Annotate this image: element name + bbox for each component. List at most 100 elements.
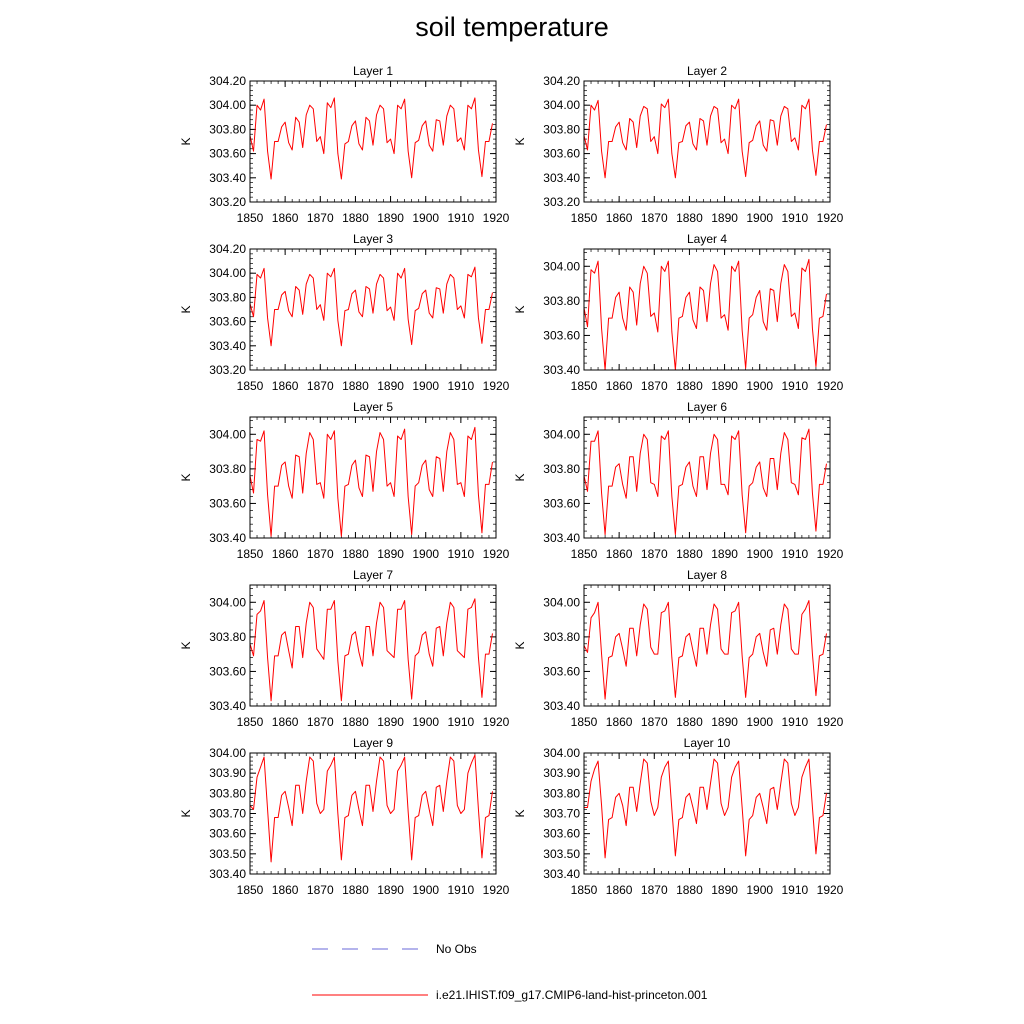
panel-1: 1850 1860 1870 1880 1890 1900 1910 1920 303.20 30… bbox=[179, 64, 510, 225]
y-tick-label: 303.80 bbox=[543, 786, 580, 800]
x-tick-label: 1890 bbox=[377, 883, 404, 897]
x-tick-label: 1910 bbox=[448, 211, 475, 225]
y-tick-label: 303.40 bbox=[209, 699, 246, 713]
y-tick-label: 303.40 bbox=[543, 363, 580, 377]
y-tick-label: 303.80 bbox=[543, 630, 580, 644]
y-tick-label: 303.80 bbox=[209, 462, 246, 476]
y-tick-label: 304.00 bbox=[209, 98, 246, 112]
y-axis-label: K bbox=[179, 641, 193, 649]
x-tick-label: 1850 bbox=[237, 883, 264, 897]
panel-title: Layer 5 bbox=[353, 400, 393, 414]
panel-3: 1850 1860 1870 1880 1890 1900 1910 1920 303.20 30… bbox=[179, 232, 510, 393]
panel-title: Layer 6 bbox=[687, 400, 727, 414]
x-tick-label: 1890 bbox=[711, 211, 738, 225]
x-tick-label: 1900 bbox=[746, 211, 773, 225]
x-tick-label: 1870 bbox=[307, 883, 334, 897]
x-tick-label: 1870 bbox=[641, 883, 668, 897]
y-tick-label: 303.20 bbox=[543, 195, 580, 209]
series-line bbox=[249, 266, 493, 347]
plot-frame bbox=[583, 416, 831, 539]
plot-frame bbox=[583, 248, 831, 371]
y-tick-label: 304.20 bbox=[543, 74, 580, 88]
y-tick-label: 303.80 bbox=[209, 122, 246, 136]
y-tick-label: 303.60 bbox=[209, 496, 246, 510]
y-axis-label: K bbox=[513, 305, 527, 313]
y-tick-label: 304.00 bbox=[543, 595, 580, 609]
x-tick-label: 1890 bbox=[711, 379, 738, 393]
x-tick-label: 1860 bbox=[272, 379, 299, 393]
y-tick-label: 303.80 bbox=[543, 294, 580, 308]
plot-frame bbox=[249, 584, 497, 707]
x-tick-label: 1860 bbox=[272, 547, 299, 561]
x-tick-label: 1900 bbox=[412, 379, 439, 393]
x-tick-label: 1920 bbox=[817, 547, 844, 561]
panel-title: Layer 2 bbox=[687, 64, 727, 78]
y-tick-label: 303.60 bbox=[543, 827, 580, 841]
x-tick-label: 1880 bbox=[342, 715, 369, 729]
x-tick-label: 1890 bbox=[377, 715, 404, 729]
panel-title: Layer 10 bbox=[684, 736, 731, 750]
panel-10: 1850 1860 1870 1880 1890 1900 1910 1920 303.40 30… bbox=[513, 736, 844, 897]
x-tick-label: 1850 bbox=[237, 379, 264, 393]
series-line bbox=[583, 98, 827, 179]
x-tick-label: 1880 bbox=[342, 211, 369, 225]
x-tick-label: 1880 bbox=[342, 883, 369, 897]
x-tick-label: 1870 bbox=[307, 379, 334, 393]
x-tick-label: 1880 bbox=[676, 379, 703, 393]
plot-frame bbox=[249, 80, 497, 203]
y-tick-label: 303.60 bbox=[543, 328, 580, 342]
legend-model-label: i.e21.IHIST.f09_g17.CMIP6-land-hist-prin… bbox=[436, 988, 708, 1002]
plot-frame bbox=[249, 752, 497, 875]
x-tick-label: 1870 bbox=[641, 547, 668, 561]
plot-frame bbox=[583, 584, 831, 707]
series-line bbox=[249, 97, 493, 180]
x-tick-label: 1860 bbox=[606, 547, 633, 561]
y-tick-label: 304.00 bbox=[209, 266, 246, 280]
y-tick-label: 304.00 bbox=[209, 595, 246, 609]
x-tick-label: 1920 bbox=[817, 379, 844, 393]
y-axis-label: K bbox=[179, 137, 193, 145]
x-tick-label: 1850 bbox=[237, 547, 264, 561]
x-tick-label: 1860 bbox=[272, 715, 299, 729]
x-tick-label: 1920 bbox=[483, 715, 510, 729]
y-tick-label: 303.40 bbox=[209, 339, 246, 353]
series-line bbox=[583, 600, 827, 700]
x-tick-label: 1900 bbox=[746, 883, 773, 897]
series-line bbox=[249, 426, 493, 537]
x-tick-label: 1860 bbox=[606, 379, 633, 393]
y-tick-label: 303.60 bbox=[209, 827, 246, 841]
x-tick-label: 1920 bbox=[817, 715, 844, 729]
series-line bbox=[583, 258, 827, 371]
y-tick-label: 303.80 bbox=[543, 122, 580, 136]
y-tick-label: 303.90 bbox=[209, 766, 246, 780]
x-tick-label: 1850 bbox=[237, 715, 264, 729]
y-tick-label: 303.60 bbox=[543, 496, 580, 510]
y-tick-label: 304.00 bbox=[209, 746, 246, 760]
y-tick-label: 303.40 bbox=[209, 531, 246, 545]
y-tick-label: 303.60 bbox=[209, 664, 246, 678]
y-tick-label: 303.90 bbox=[543, 766, 580, 780]
y-tick-label: 303.40 bbox=[209, 171, 246, 185]
x-tick-label: 1870 bbox=[641, 379, 668, 393]
y-tick-label: 303.60 bbox=[543, 147, 580, 161]
panel-6: 1850 1860 1870 1880 1890 1900 1910 1920 303.40 30… bbox=[513, 400, 844, 561]
x-tick-label: 1920 bbox=[817, 883, 844, 897]
plot-frame bbox=[249, 248, 497, 371]
x-tick-label: 1910 bbox=[448, 379, 475, 393]
series-line bbox=[249, 754, 493, 863]
x-tick-label: 1910 bbox=[448, 883, 475, 897]
x-tick-label: 1850 bbox=[237, 211, 264, 225]
x-tick-label: 1910 bbox=[782, 547, 809, 561]
x-tick-label: 1850 bbox=[571, 547, 598, 561]
x-tick-label: 1910 bbox=[782, 715, 809, 729]
plot-frame bbox=[583, 80, 831, 203]
x-tick-label: 1850 bbox=[571, 715, 598, 729]
x-tick-label: 1900 bbox=[412, 883, 439, 897]
y-axis-label: K bbox=[513, 641, 527, 649]
y-tick-label: 303.20 bbox=[209, 195, 246, 209]
x-tick-label: 1890 bbox=[377, 211, 404, 225]
y-tick-label: 303.50 bbox=[209, 847, 246, 861]
x-tick-label: 1900 bbox=[746, 379, 773, 393]
